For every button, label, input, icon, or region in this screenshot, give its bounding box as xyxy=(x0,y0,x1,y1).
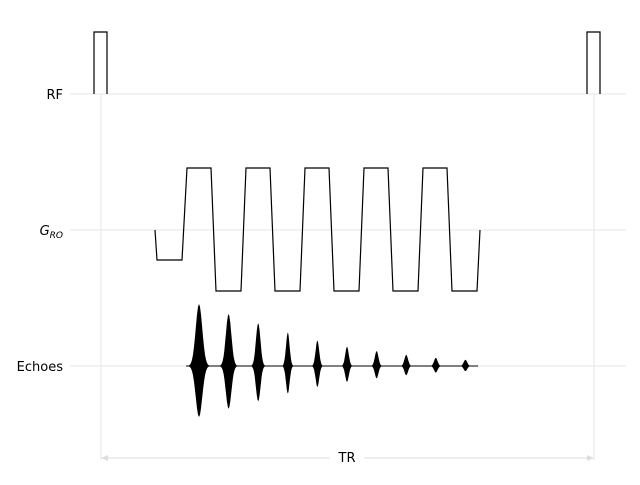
rf-pulse-1 xyxy=(93,31,108,94)
echo-8 xyxy=(399,354,413,376)
echo-9 xyxy=(429,357,443,373)
rf-label: RF xyxy=(46,88,63,103)
echoes-label: Echoes xyxy=(17,360,64,375)
readout-gradient-waveform xyxy=(154,167,481,292)
echo-1 xyxy=(187,304,211,417)
echo-10 xyxy=(458,359,472,372)
gro-label: GRO xyxy=(40,224,63,241)
rf-pulse-2 xyxy=(586,31,601,94)
echo-7 xyxy=(370,351,384,379)
echo-train xyxy=(186,304,478,417)
echo-5 xyxy=(310,340,324,387)
echo-6 xyxy=(340,346,354,382)
tr-arrow: TR xyxy=(101,451,594,466)
tr-arrow-right-head xyxy=(587,455,594,461)
tr-arrow-left-head xyxy=(101,455,108,461)
tr-label: TR xyxy=(338,451,356,466)
echo-4 xyxy=(281,332,295,394)
echo-3 xyxy=(249,323,267,402)
echo-2 xyxy=(218,313,239,409)
